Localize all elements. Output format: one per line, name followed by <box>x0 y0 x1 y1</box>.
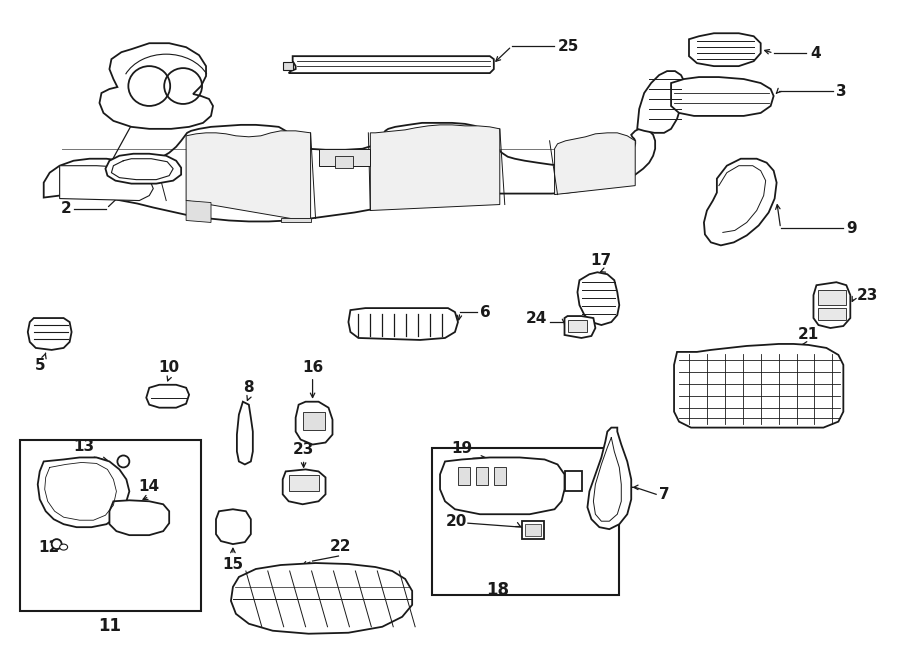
Bar <box>283 62 293 70</box>
Text: 14: 14 <box>139 479 160 495</box>
Text: 8: 8 <box>244 380 254 395</box>
Polygon shape <box>186 131 310 218</box>
Text: 21: 21 <box>798 327 819 342</box>
Polygon shape <box>44 123 655 222</box>
Polygon shape <box>704 159 777 246</box>
Polygon shape <box>289 56 494 73</box>
Polygon shape <box>674 344 843 428</box>
Text: 18: 18 <box>486 581 509 599</box>
Bar <box>494 467 506 485</box>
Bar <box>564 471 582 491</box>
Text: 23: 23 <box>856 288 878 303</box>
Text: 23: 23 <box>292 442 314 457</box>
Polygon shape <box>319 149 370 166</box>
Polygon shape <box>281 218 310 222</box>
Text: 1: 1 <box>54 181 65 196</box>
Text: 2: 2 <box>61 201 72 216</box>
Text: 25: 25 <box>557 38 579 54</box>
Text: 6: 6 <box>480 305 491 320</box>
Text: 7: 7 <box>659 487 670 502</box>
Text: 20: 20 <box>446 514 467 529</box>
Bar <box>568 320 588 332</box>
Bar <box>818 290 846 305</box>
Polygon shape <box>231 563 412 634</box>
Text: 3: 3 <box>836 83 847 99</box>
Ellipse shape <box>117 455 130 467</box>
Polygon shape <box>216 509 251 544</box>
Bar <box>289 475 319 491</box>
Polygon shape <box>237 402 253 465</box>
Polygon shape <box>283 469 326 504</box>
Polygon shape <box>296 402 332 444</box>
Polygon shape <box>370 125 500 211</box>
Bar <box>818 308 846 320</box>
Polygon shape <box>814 282 850 328</box>
Ellipse shape <box>59 544 68 550</box>
Text: 19: 19 <box>452 442 472 457</box>
Polygon shape <box>100 43 213 129</box>
Polygon shape <box>110 500 169 535</box>
Polygon shape <box>38 457 130 527</box>
Polygon shape <box>440 457 564 514</box>
Bar <box>525 524 541 536</box>
Polygon shape <box>28 318 72 350</box>
Bar <box>302 412 325 430</box>
Bar <box>476 467 488 485</box>
Text: 24: 24 <box>526 310 547 326</box>
Text: 9: 9 <box>846 221 857 236</box>
Bar <box>458 467 470 485</box>
Bar <box>522 521 544 539</box>
Polygon shape <box>105 154 181 183</box>
Text: 17: 17 <box>590 254 612 268</box>
Polygon shape <box>348 308 458 340</box>
Text: 16: 16 <box>302 360 323 375</box>
Text: 12: 12 <box>39 540 59 555</box>
Polygon shape <box>186 201 211 222</box>
Text: 4: 4 <box>811 46 821 61</box>
Polygon shape <box>671 77 774 116</box>
Ellipse shape <box>51 539 61 549</box>
Text: 10: 10 <box>158 360 180 375</box>
Polygon shape <box>689 33 760 66</box>
Polygon shape <box>578 272 619 325</box>
Text: 15: 15 <box>222 557 244 572</box>
Polygon shape <box>59 166 153 201</box>
Text: 5: 5 <box>34 358 45 373</box>
Text: 22: 22 <box>329 539 351 554</box>
Bar <box>20 440 201 611</box>
Polygon shape <box>147 385 189 408</box>
Polygon shape <box>564 316 596 338</box>
Bar <box>336 156 354 167</box>
Polygon shape <box>554 133 635 195</box>
Polygon shape <box>588 428 631 529</box>
Text: 13: 13 <box>73 440 94 455</box>
Polygon shape <box>637 71 684 133</box>
Bar <box>432 448 619 595</box>
Text: 11: 11 <box>98 617 121 635</box>
